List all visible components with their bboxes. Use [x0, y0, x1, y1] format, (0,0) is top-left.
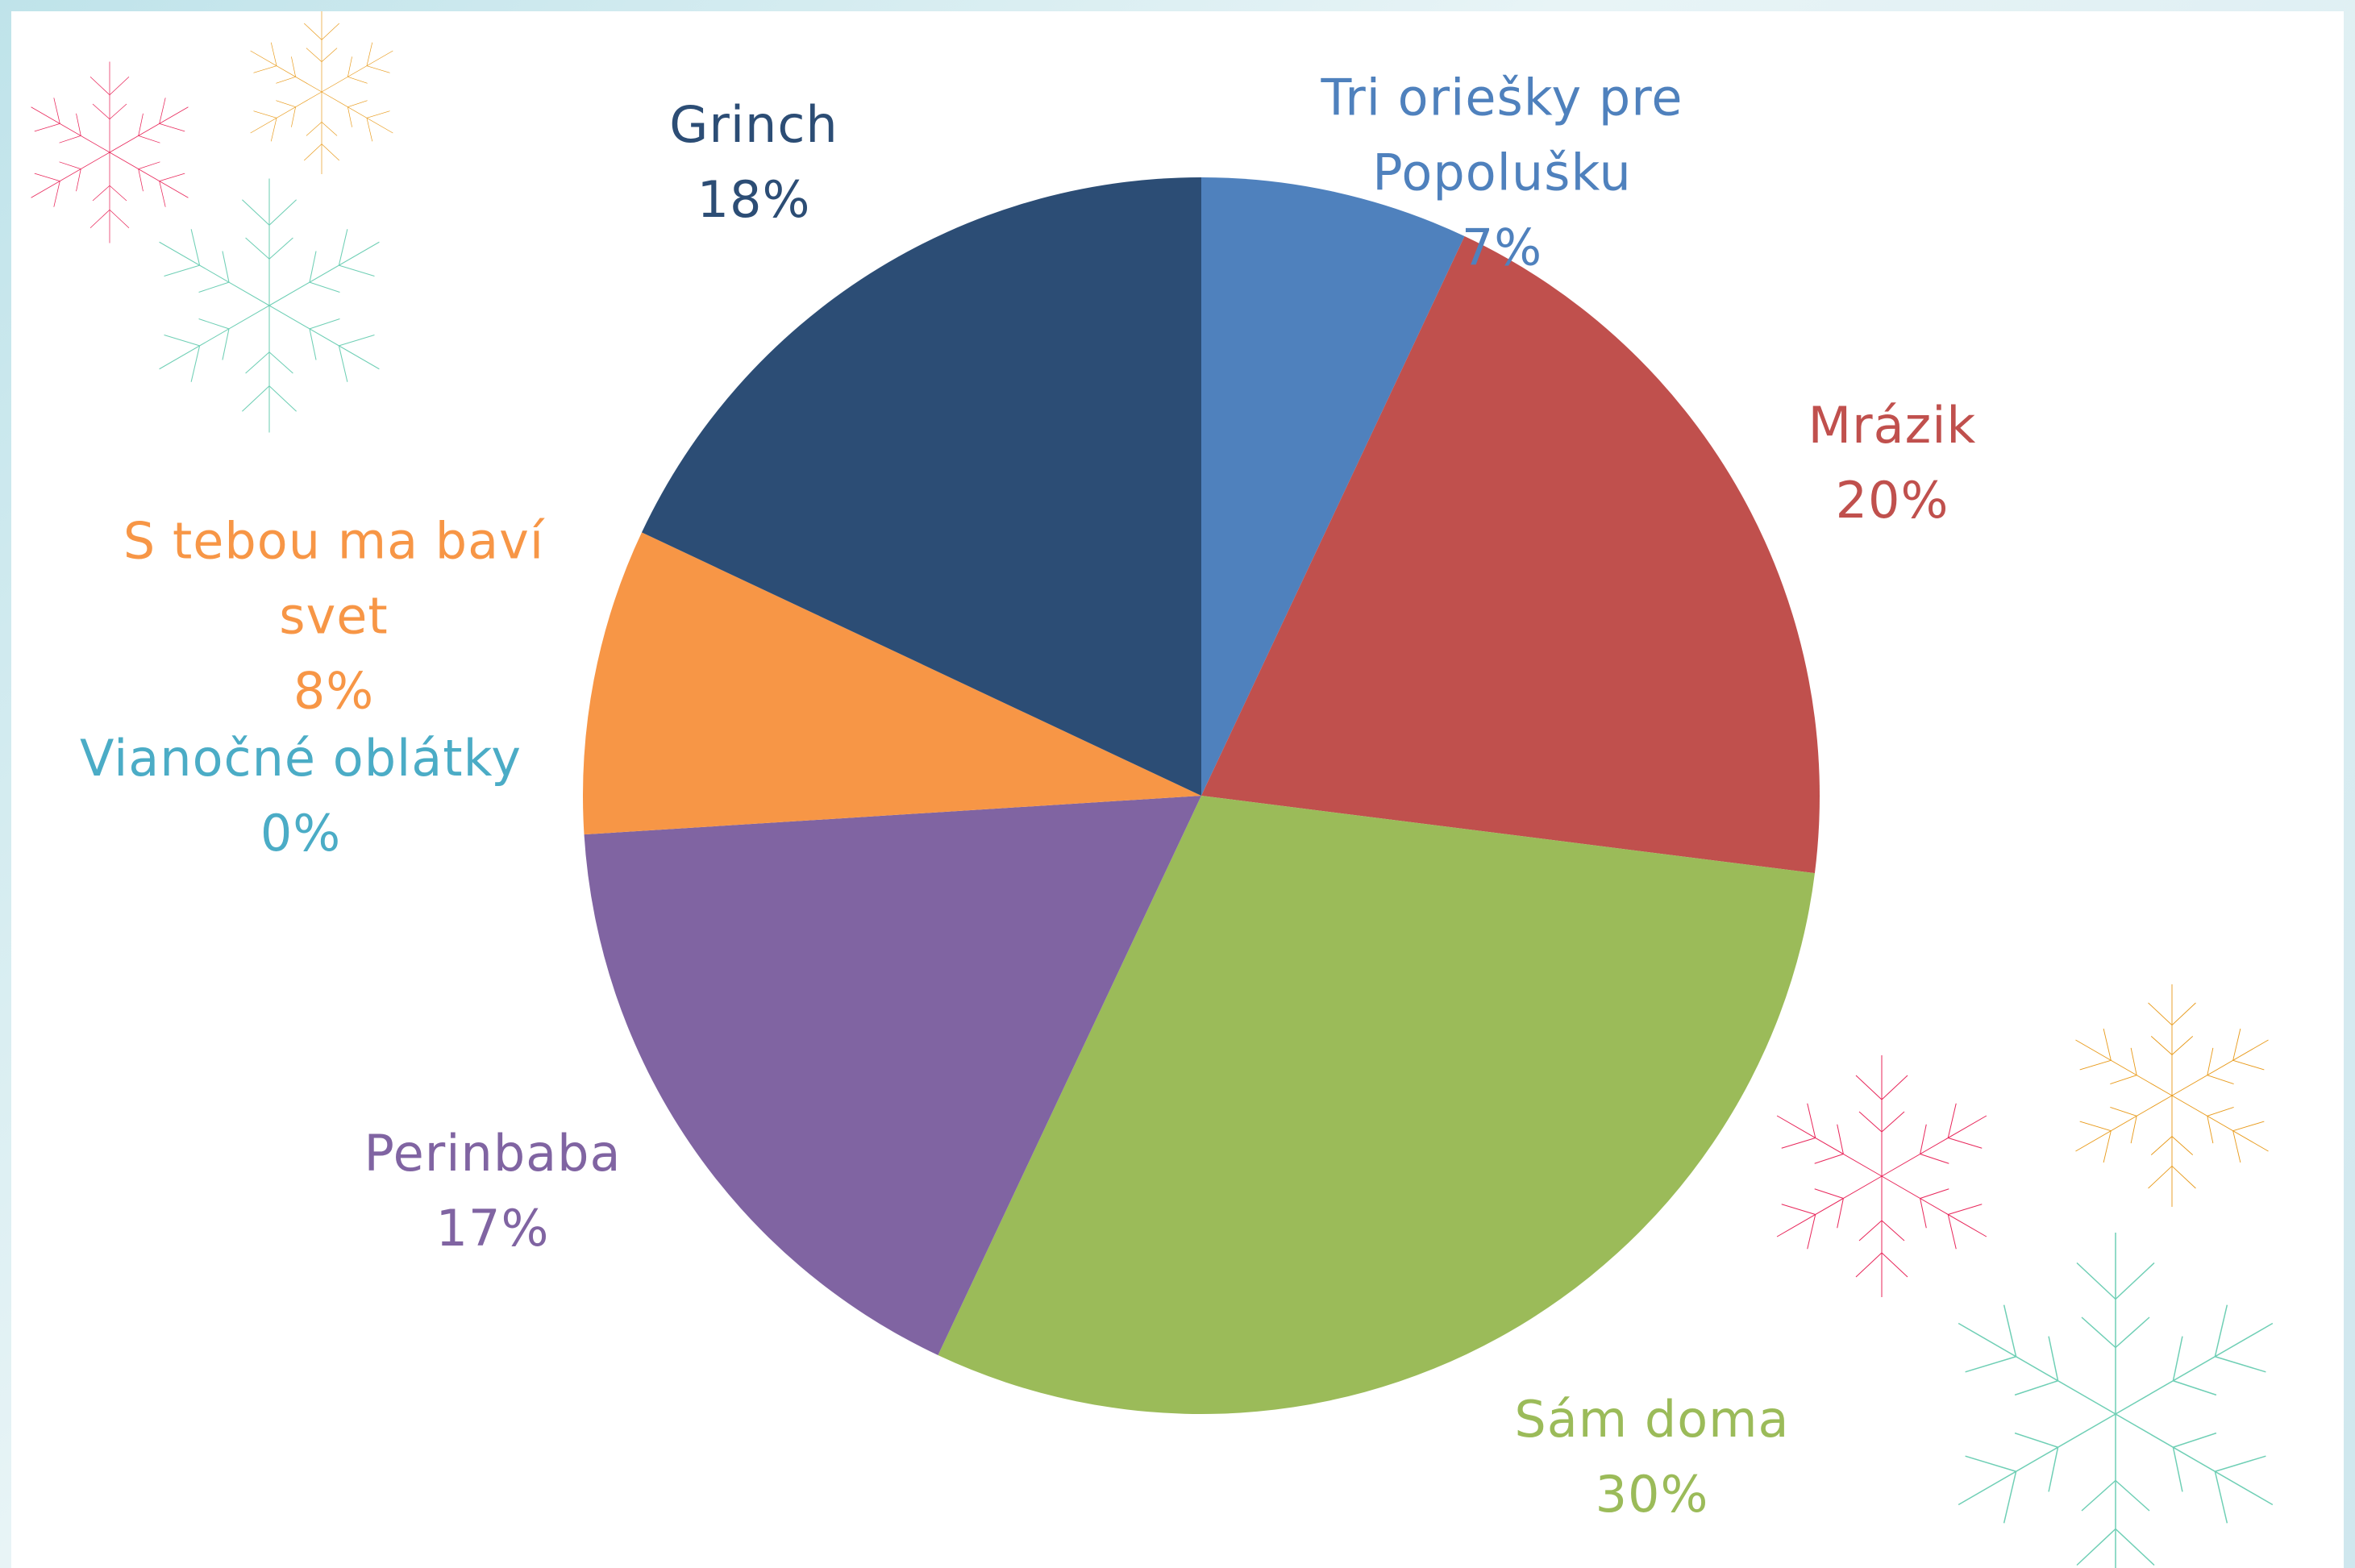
percent-label: 20%: [1634, 463, 2150, 538]
category-label: Vianočné oblátky: [43, 721, 559, 796]
percent-label: 30%: [1394, 1457, 1910, 1532]
snowflake: [22, 62, 198, 243]
category-label: Tri oriešky pre Popolušku: [1244, 60, 1760, 210]
snowflake: [1764, 1055, 1999, 1297]
snowflake: [2064, 984, 2280, 1207]
percent-label: 0%: [43, 796, 559, 871]
category-label: Mrázik: [1634, 388, 2150, 463]
percent-label: 8%: [76, 654, 592, 729]
category-label: S tebou ma baví svet: [76, 504, 592, 654]
snowflake: [242, 11, 402, 174]
page: {"chart_data": {"type": "pie", "categori…: [0, 0, 2355, 1568]
category-label: Grinch: [496, 87, 1012, 162]
percent-label: 17%: [235, 1191, 751, 1266]
snowflake: [146, 179, 393, 433]
snowflake: [1939, 1233, 2292, 1568]
percent-label: 18%: [496, 162, 1012, 237]
category-label: Sám doma: [1394, 1382, 1910, 1457]
category-label: Perinbaba: [235, 1116, 751, 1191]
percent-label: 7%: [1244, 210, 1760, 285]
